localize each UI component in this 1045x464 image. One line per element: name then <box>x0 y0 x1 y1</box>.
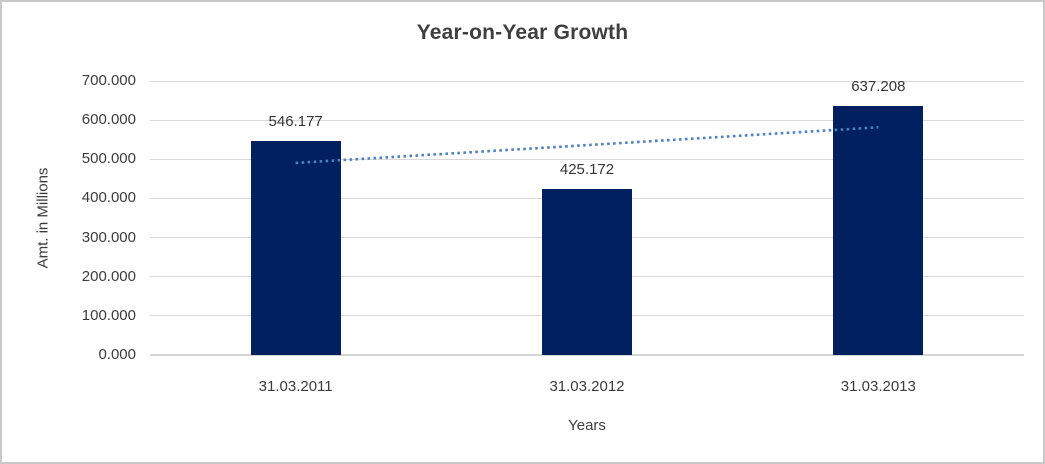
x-axis-title: Years <box>568 417 606 434</box>
chart-title: Year-on-Year Growth <box>416 21 629 44</box>
bar <box>833 105 924 355</box>
y-tick-label: 700.000 <box>81 72 136 89</box>
y-tick-label: 500.000 <box>81 150 136 168</box>
gridline <box>150 80 1024 82</box>
y-tick-label: 300.000 <box>81 228 136 246</box>
y-tick-label: 100.000 <box>81 306 136 324</box>
bar <box>250 141 341 355</box>
y-tick-label: 200.000 <box>81 267 136 285</box>
x-tick-label: 31.03.2013 <box>840 378 916 395</box>
y-tick-label: 0.000 <box>98 346 136 363</box>
bar-data-label: 546.177 <box>268 113 323 131</box>
bar-data-label: 637.208 <box>851 77 906 95</box>
x-tick-label: 31.03.2011 <box>258 378 333 395</box>
y-axis-title: Amt. in Millions <box>34 167 52 269</box>
x-tick-label: 31.03.2012 <box>549 378 625 395</box>
bar <box>542 188 632 355</box>
y-tick-label: 400.000 <box>81 189 136 207</box>
y-tick-label: 600.000 <box>81 111 136 129</box>
bar-data-label: 425.172 <box>559 160 615 178</box>
x-axis-line <box>150 354 1024 356</box>
gridline <box>150 119 1024 121</box>
